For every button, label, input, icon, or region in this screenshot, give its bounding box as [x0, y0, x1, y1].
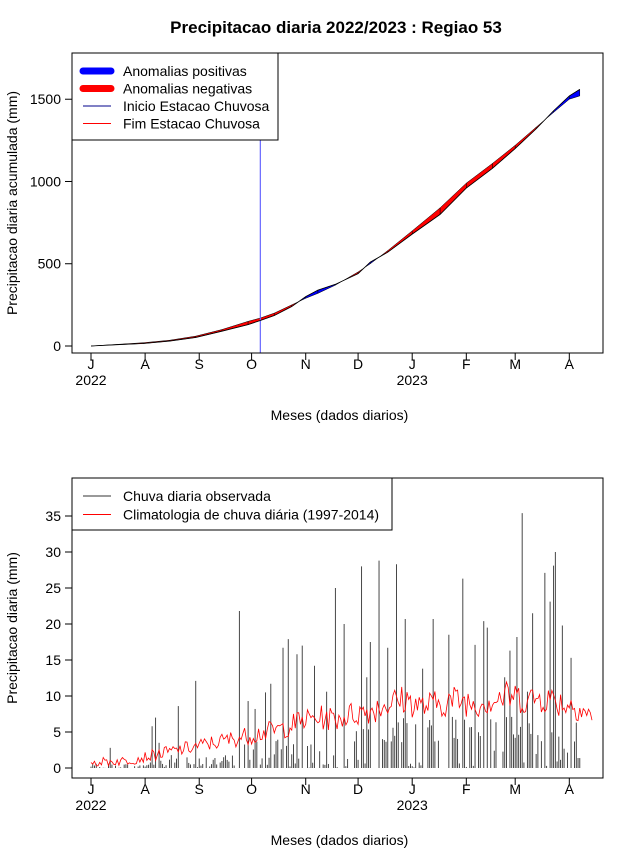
x-tick-label: J: [409, 781, 416, 797]
x-tick-label: F: [462, 781, 471, 797]
y-tick-label: 15: [45, 652, 61, 668]
legend-box: [71, 477, 393, 531]
x-axis-label: Meses (dados diarios): [271, 407, 409, 423]
positive-anomaly-area: [569, 88, 581, 100]
negative-anomaly-area: [221, 320, 249, 332]
x-tick-label: M: [509, 356, 521, 372]
year-label: 2022: [75, 372, 106, 388]
anomaly-areas: [90, 88, 581, 347]
x-tick-label: S: [195, 781, 204, 797]
x-tick-label: D: [353, 356, 363, 372]
y-tick-label: 1500: [30, 91, 61, 107]
y-axis: 0 500 1000 1500: [30, 91, 73, 354]
legend-label: Anomalias negativas: [123, 81, 252, 97]
x-tick-label: N: [301, 781, 311, 797]
legend-label: Fim Estacao Chuvosa: [123, 116, 260, 132]
legend: Chuva diaria observada Climatologia de ch…: [71, 477, 393, 531]
y-tick-label: 5: [53, 724, 61, 740]
y-tick-label: 0: [53, 338, 61, 354]
y-tick-label: 500: [38, 256, 62, 272]
x-tick-label: A: [140, 781, 150, 797]
chart-title: Precipitacao diaria 2022/2023 : Regiao 5…: [170, 18, 502, 37]
y-tick-label: 20: [45, 616, 61, 632]
negative-anomaly-area: [466, 162, 493, 189]
climatology-line: [90, 680, 593, 768]
x-tick-label: D: [353, 781, 363, 797]
y-axis-label: Precipitacao diaria (mm): [4, 552, 20, 704]
y-tick-label: 30: [45, 544, 61, 560]
x-tick-label: O: [246, 356, 257, 372]
legend-label: Inicio Estacao Chuvosa: [123, 98, 270, 114]
y-axis: 0 5 10 15 20 25 30 35: [45, 508, 73, 776]
x-tick-label: A: [565, 781, 575, 797]
year-label: 2022: [75, 797, 106, 813]
legend-label: Anomalias positivas: [123, 63, 247, 79]
x-tick-label: A: [140, 356, 150, 372]
x-axis: J A S O N D J F M A 2022 2023: [75, 352, 575, 388]
negative-anomaly-area: [439, 182, 467, 215]
cumulative-panel: 0 500 1000 1500 J A S O N D J F M A 2022 2023 Precipit…: [4, 52, 604, 423]
year-label: 2023: [397, 797, 428, 813]
y-tick-label: 0: [53, 760, 61, 776]
legend: Anomalias positivas Anomalias negativasIn…: [71, 52, 279, 141]
x-tick-label: J: [409, 356, 416, 372]
x-axis-label: Meses (dados diarios): [271, 832, 409, 848]
x-tick-label: F: [462, 356, 471, 372]
legend-label: Climatologia de chuva diária (1997-2014): [123, 507, 379, 523]
observed-bars: [90, 513, 581, 768]
y-axis-label: Precipitacao diaria acumulada (mm): [4, 91, 20, 315]
year-label: 2023: [397, 372, 428, 388]
y-tick-label: 35: [45, 508, 61, 524]
negative-anomaly-area: [411, 207, 441, 235]
y-tick-label: 25: [45, 580, 61, 596]
y-tick-label: 10: [45, 688, 61, 704]
x-tick-label: A: [565, 356, 575, 372]
legend-label: Chuva diaria observada: [123, 488, 271, 504]
observed-cumulative-line: [90, 89, 580, 347]
x-tick-label: M: [509, 781, 521, 797]
x-tick-label: J: [88, 356, 95, 372]
y-tick-label: 1000: [30, 173, 61, 189]
x-tick-label: S: [195, 356, 204, 372]
x-axis: J A S O N D J F M A 2022 2023: [75, 777, 575, 813]
x-tick-label: O: [246, 781, 257, 797]
x-tick-label: N: [301, 356, 311, 372]
daily-panel: 0 5 10 15 20 25 30 35 J A S O N D J F M A 2022 2023 Precip…: [4, 477, 604, 848]
x-tick-label: J: [88, 781, 95, 797]
